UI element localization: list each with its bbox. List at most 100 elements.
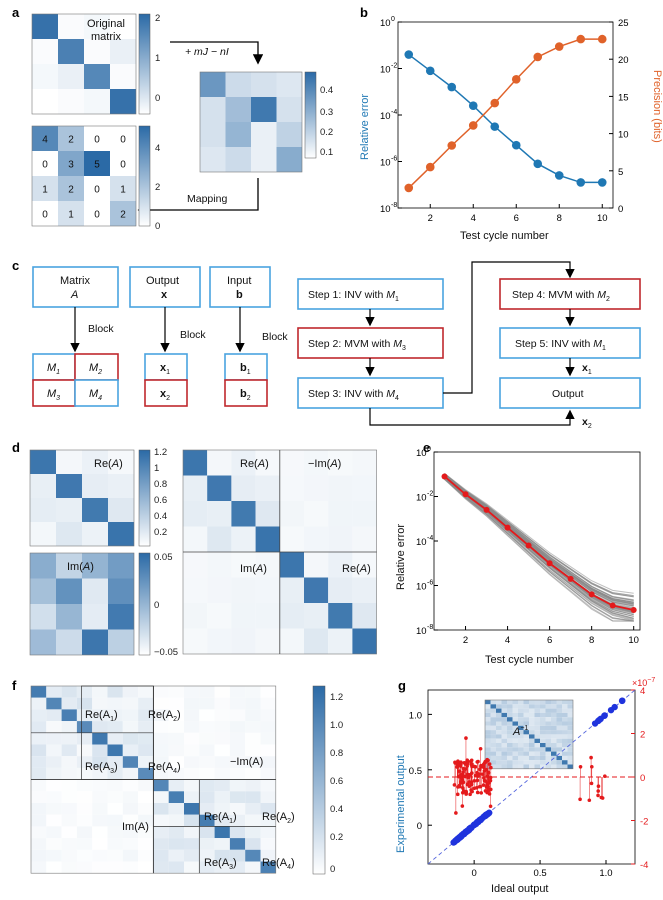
x-tick-label: 6	[547, 635, 552, 646]
f-cell	[168, 721, 184, 733]
f-cell	[138, 838, 154, 850]
f-cell	[260, 814, 276, 827]
panel-a: Original matrix 2 1 0 + mJ − nI 0.4 0.3 …	[31, 13, 333, 232]
error-point	[589, 764, 594, 769]
shift-cell	[225, 72, 251, 97]
orig-cell	[58, 89, 84, 114]
f-cell	[76, 779, 93, 792]
orig-cell	[32, 39, 58, 64]
f-cell	[122, 697, 139, 710]
re-cell	[82, 450, 108, 474]
shift-cell	[251, 72, 277, 97]
inset-label: A−1	[512, 725, 528, 738]
mapped-cell	[84, 176, 110, 201]
error-point	[447, 82, 457, 92]
f-cell	[92, 744, 108, 757]
inset-cell	[545, 730, 551, 735]
f-cell	[122, 803, 139, 815]
cbar-original-tick: 2	[155, 13, 160, 24]
inset-cell	[567, 760, 573, 765]
f-cell	[76, 686, 93, 698]
step3-to-output-arrow	[369, 408, 575, 426]
complex-cell	[231, 603, 256, 629]
block-label: Block	[88, 323, 114, 335]
shift-cell	[251, 97, 277, 122]
complex-cell	[279, 450, 304, 476]
error-point	[472, 786, 477, 791]
trial-line	[444, 474, 634, 601]
mean-line	[443, 475, 634, 611]
f-cell	[199, 814, 215, 827]
inset-cell	[496, 725, 502, 731]
f-cell	[214, 756, 230, 768]
inset-cell	[562, 764, 568, 769]
y-tick-exponent: -2	[427, 491, 433, 498]
re-cell	[82, 498, 108, 522]
inset-cell	[490, 747, 496, 752]
inset-cell	[540, 712, 546, 718]
error-point	[483, 779, 488, 783]
f-cell	[229, 721, 246, 733]
f-cell	[184, 709, 200, 722]
inset-cell	[556, 730, 562, 735]
inset-cell	[507, 708, 513, 713]
f-cell	[168, 756, 184, 768]
inset-cell	[551, 738, 557, 743]
y-tick-label: 0	[417, 821, 422, 832]
shift-cell	[225, 122, 251, 147]
orig-cell	[32, 89, 58, 114]
complex-cell	[183, 450, 208, 476]
precision-line	[408, 38, 603, 189]
mapped-value: 0	[120, 135, 126, 146]
orig-cell	[110, 14, 136, 39]
f-cell	[260, 697, 276, 710]
y-tick-label: 10	[380, 158, 391, 169]
f-cell	[199, 756, 215, 768]
complex-cell	[328, 450, 353, 476]
f-cell	[229, 732, 246, 745]
inset-cell	[518, 751, 524, 756]
block-M3-label: M3	[47, 388, 60, 402]
error-point	[596, 789, 601, 793]
inset-cell	[567, 704, 573, 709]
block-x2-label: x2	[160, 388, 170, 402]
f-cell	[229, 779, 246, 792]
inset-cell	[545, 751, 551, 756]
re-cell	[30, 522, 56, 546]
f-cell	[61, 791, 77, 803]
f-cell	[92, 861, 108, 874]
f-cell	[138, 767, 154, 780]
inset-cell	[496, 743, 502, 748]
orig-cell	[32, 64, 58, 89]
f-cell	[245, 709, 261, 722]
inset-cell	[562, 704, 568, 709]
f-cell	[76, 791, 93, 803]
f-cell	[92, 791, 108, 803]
f-cell	[245, 732, 261, 745]
mapped-value: 2	[68, 135, 74, 146]
colorbar-original	[138, 13, 151, 115]
mean-point	[462, 491, 469, 498]
f-cell	[153, 838, 169, 850]
mean-point	[609, 602, 616, 609]
f-cell	[31, 779, 47, 792]
error-point	[489, 765, 493, 770]
inset-cell	[512, 734, 518, 739]
error-point	[596, 793, 600, 798]
inset-cell	[567, 717, 573, 722]
re-A4-label-lower: Re(A4)	[262, 857, 295, 871]
colorbar-re	[138, 449, 151, 547]
inset-cell	[485, 730, 491, 735]
mapped-value: 0	[94, 185, 100, 196]
data-marks	[404, 34, 607, 193]
f-cell	[168, 767, 184, 780]
inset-cell	[534, 730, 540, 735]
mapped-value: 0	[94, 210, 100, 221]
trial-line	[444, 473, 634, 603]
f-cell	[153, 814, 169, 827]
inset-cell	[562, 734, 568, 739]
f-cell	[153, 767, 169, 780]
trial-line	[444, 474, 634, 605]
error-point	[488, 804, 493, 809]
